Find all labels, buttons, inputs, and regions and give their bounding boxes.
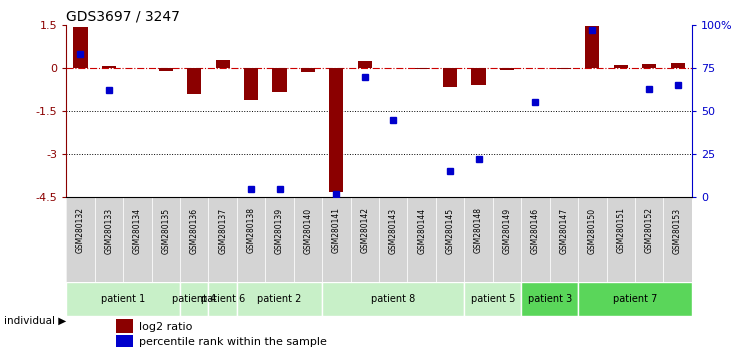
Bar	[350, 198, 379, 282]
Bar	[322, 282, 464, 316]
Text: GDS3697 / 3247: GDS3697 / 3247	[66, 10, 180, 24]
Bar	[500, 68, 514, 70]
Text: GSM280135: GSM280135	[161, 207, 170, 253]
Text: patient 7: patient 7	[613, 294, 657, 304]
Text: GSM280134: GSM280134	[132, 207, 142, 253]
Bar	[464, 198, 493, 282]
Bar	[642, 64, 657, 68]
Text: GSM280139: GSM280139	[275, 207, 284, 253]
Bar	[187, 68, 202, 94]
Bar	[585, 26, 599, 68]
Text: GSM280132: GSM280132	[76, 207, 85, 253]
Text: GSM280137: GSM280137	[218, 207, 227, 253]
Bar	[95, 198, 123, 282]
Text: patient 6: patient 6	[200, 294, 245, 304]
Text: GSM280136: GSM280136	[190, 207, 199, 253]
Bar	[358, 61, 372, 68]
Bar	[265, 198, 294, 282]
Text: GSM280150: GSM280150	[588, 207, 597, 253]
Text: GSM280152: GSM280152	[645, 207, 654, 253]
Text: GSM280141: GSM280141	[332, 207, 341, 253]
Bar	[635, 198, 663, 282]
Bar	[578, 198, 606, 282]
Text: GSM280147: GSM280147	[559, 207, 568, 253]
Bar	[116, 335, 133, 348]
Bar	[550, 198, 578, 282]
Bar	[294, 198, 322, 282]
Bar	[521, 282, 578, 316]
Bar	[556, 68, 571, 69]
Bar	[301, 68, 315, 72]
Text: percentile rank within the sample: percentile rank within the sample	[139, 337, 328, 347]
Bar	[663, 198, 692, 282]
Text: GSM280142: GSM280142	[361, 207, 369, 253]
Bar	[66, 198, 95, 282]
Bar	[102, 67, 116, 68]
Text: patient 5: patient 5	[470, 294, 515, 304]
Bar	[329, 68, 344, 192]
Bar	[493, 198, 521, 282]
Bar	[414, 68, 429, 69]
Bar	[379, 198, 408, 282]
Bar	[116, 319, 133, 333]
Bar	[66, 282, 180, 316]
Bar	[436, 198, 464, 282]
Text: patient 8: patient 8	[371, 294, 415, 304]
Text: GSM280153: GSM280153	[673, 207, 682, 253]
Bar	[521, 198, 550, 282]
Text: GSM280145: GSM280145	[445, 207, 455, 253]
Text: GSM280140: GSM280140	[303, 207, 313, 253]
Bar	[208, 282, 237, 316]
Text: GSM280146: GSM280146	[531, 207, 540, 253]
Text: log2 ratio: log2 ratio	[139, 322, 193, 332]
Bar	[237, 198, 265, 282]
Bar	[216, 60, 230, 68]
Bar	[208, 198, 237, 282]
Text: GSM280144: GSM280144	[417, 207, 426, 253]
Bar	[152, 198, 180, 282]
Bar	[244, 68, 258, 99]
Text: GSM280151: GSM280151	[616, 207, 626, 253]
Bar	[614, 65, 628, 68]
Bar	[578, 282, 692, 316]
Text: patient 2: patient 2	[258, 294, 302, 304]
Bar	[180, 198, 208, 282]
Bar	[408, 198, 436, 282]
Bar	[472, 68, 486, 85]
Text: patient 1: patient 1	[101, 294, 145, 304]
Bar	[443, 68, 457, 87]
Bar	[272, 68, 286, 92]
Text: GSM280133: GSM280133	[105, 207, 113, 253]
Text: patient 3: patient 3	[528, 294, 572, 304]
Bar	[180, 282, 208, 316]
Text: patient 4: patient 4	[172, 294, 216, 304]
Text: GSM280143: GSM280143	[389, 207, 397, 253]
Bar	[123, 198, 152, 282]
Text: GSM280148: GSM280148	[474, 207, 483, 253]
Text: individual ▶: individual ▶	[4, 315, 66, 325]
Bar	[464, 282, 521, 316]
Text: GSM280138: GSM280138	[247, 207, 255, 253]
Text: GSM280149: GSM280149	[503, 207, 512, 253]
Bar	[606, 198, 635, 282]
Bar	[237, 282, 322, 316]
Bar	[74, 27, 88, 68]
Bar	[670, 63, 684, 68]
Bar	[159, 68, 173, 71]
Bar	[322, 198, 350, 282]
